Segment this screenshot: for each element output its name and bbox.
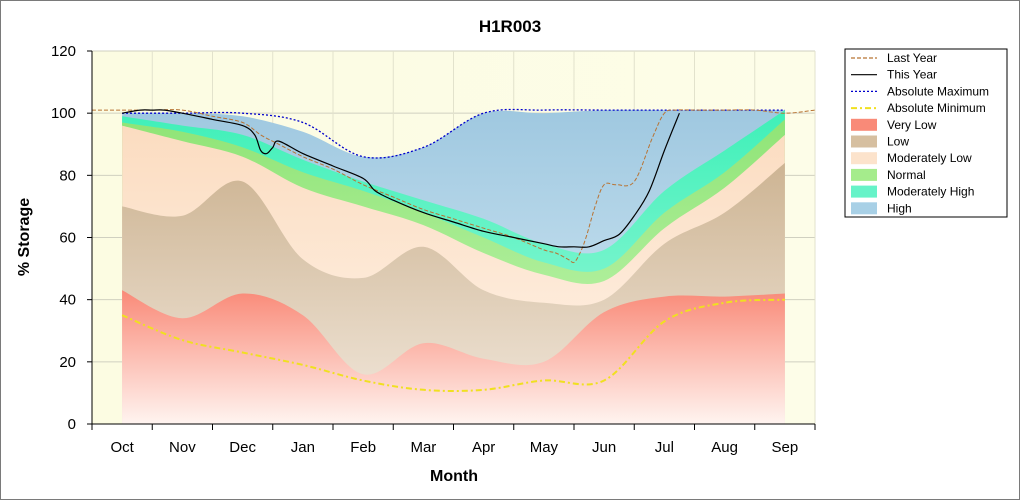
y-tick-label: 40 [59, 292, 76, 309]
x-tick-label: May [530, 439, 559, 456]
legend-label: High [887, 201, 912, 215]
series-line-absolute-minimum [121, 298, 785, 392]
y-tick-label: 20 [59, 354, 76, 371]
x-tick-label: Aug [711, 439, 738, 456]
x-tick-labels: Oct Nov Dec Jan Feb Mar Apr May Jun Jul Aug Sep [110, 439, 798, 456]
legend-label: Very Low [887, 118, 937, 132]
x-tick-label: Sep [772, 439, 799, 456]
x-tick-label: Jul [655, 439, 674, 456]
legend-swatch-moderately-low [851, 152, 877, 165]
legend-label: This Year [887, 68, 937, 82]
x-tick-label: Apr [472, 439, 495, 456]
legend-swatch-normal [851, 168, 877, 181]
legend-swatch-low [851, 135, 877, 148]
series-line-last-year [91, 109, 816, 264]
legend-label: Normal [887, 168, 926, 182]
legend-label: Absolute Minimum [887, 101, 986, 115]
series-lines [91, 108, 816, 392]
y-tick-label: 80 [59, 167, 76, 184]
legend-label: Last Year [887, 51, 937, 65]
x-tick-label: Jun [592, 439, 616, 456]
y-tick-label: 60 [59, 230, 76, 247]
y-tick-label: 0 [68, 416, 76, 433]
band-very-low [122, 290, 785, 424]
legend-swatch-moderately-high [851, 185, 877, 198]
x-tick-label: Jan [291, 439, 315, 456]
x-tick-label: Feb [350, 439, 376, 456]
percentile-bands [122, 109, 785, 425]
y-tick-label: 100 [51, 105, 76, 122]
chart-title: H1R003 [479, 17, 541, 36]
legend-swatch-high [851, 202, 877, 215]
series-line-absolute-maximum [122, 108, 785, 159]
legend: Last Year This Year Absolute Maximum Absolu… [844, 48, 1008, 218]
legend-label: Low [887, 135, 909, 149]
legend-label: Absolute Maximum [887, 84, 989, 98]
y-tick-label: 120 [51, 43, 76, 60]
x-tick-label: Nov [169, 439, 196, 456]
x-tick-label: Oct [110, 439, 134, 456]
series-line-this-year [121, 109, 680, 248]
y-tick-labels: 0 20 40 60 80 100 120 [51, 43, 76, 433]
x-axis-title: Month [430, 468, 478, 485]
legend-label: Moderately Low [887, 151, 972, 165]
x-tick-label: Dec [229, 439, 256, 456]
y-axis-title: % Storage [16, 198, 33, 276]
axes [87, 50, 816, 430]
legend-label: Moderately High [887, 185, 974, 199]
x-tick-label: Mar [410, 439, 436, 456]
legend-swatch-very-low [851, 118, 877, 131]
